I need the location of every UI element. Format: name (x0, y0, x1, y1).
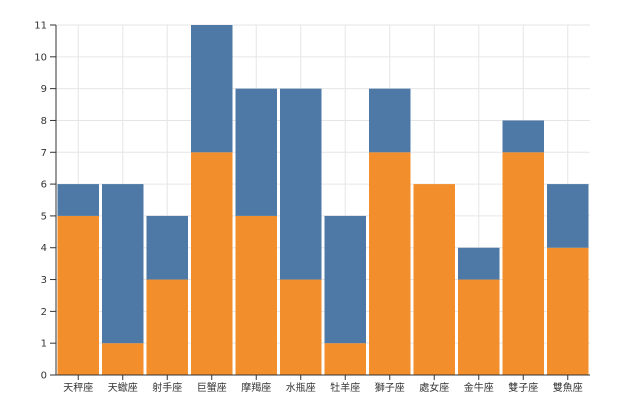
bar-segment (458, 279, 500, 375)
x-tick-label: 天蠍座 (108, 381, 138, 394)
x-tick-label: 射手座 (152, 381, 182, 394)
bar-segment (458, 247, 500, 280)
bar-segment (502, 120, 544, 153)
x-tick-label: 雙子座 (508, 381, 538, 394)
x-tick-label: 獅子座 (375, 381, 405, 394)
x-tick-label: 摩羯座 (241, 381, 271, 394)
bar-segment (191, 152, 233, 375)
bar-segment (235, 88, 277, 216)
y-tick-label: 7 (41, 148, 47, 159)
bar-segment (324, 343, 366, 375)
bar-segment (547, 247, 589, 375)
bar-segment (57, 215, 99, 375)
bar-segment (369, 152, 411, 375)
bar-segment (102, 343, 144, 375)
bar-segment (146, 279, 188, 375)
axes: 0 1 2 3 4 5 6 7 8 9 10 11 天秤座 天蠍座 射手座 巨蟹座 摩羯座 水瓶座 牡羊座 獅子座 處女… (34, 21, 590, 394)
y-tick-label: 6 (41, 180, 47, 191)
y-tick-label: 4 (41, 243, 47, 254)
y-tick-label: 1 (41, 339, 47, 350)
x-tick-label: 金牛座 (464, 381, 494, 394)
y-tick-label: 9 (41, 84, 47, 95)
x-tick-label: 牡羊座 (330, 381, 360, 394)
bar-segment (502, 152, 544, 375)
y-tick-label: 2 (41, 307, 47, 318)
x-tick-label: 水瓶座 (286, 381, 316, 394)
bar-segment (324, 215, 366, 344)
bar-segment (102, 184, 144, 344)
x-tick-label: 巨蟹座 (197, 381, 227, 394)
grid-lines (56, 24, 590, 375)
x-tick-label: 雙魚座 (553, 381, 583, 394)
y-tick-label: 11 (34, 21, 47, 32)
bar-segment (369, 88, 411, 153)
y-tick-label: 10 (34, 52, 47, 63)
x-tick-label: 天秤座 (63, 381, 93, 394)
bar-segment (235, 215, 277, 375)
y-tick-label: 8 (41, 116, 47, 127)
bars (57, 25, 589, 375)
x-tick-label: 處女座 (419, 381, 449, 394)
bar-segment (280, 279, 322, 375)
bar-segment (146, 215, 188, 280)
bar-segment (57, 184, 99, 216)
y-tick-label: 0 (41, 371, 47, 382)
bar-segment (547, 184, 589, 248)
bar-segment (413, 184, 455, 375)
bar-segment (280, 88, 322, 280)
y-tick-label: 3 (41, 275, 47, 286)
y-tick-label: 5 (41, 211, 47, 222)
bar-segment (191, 25, 233, 153)
